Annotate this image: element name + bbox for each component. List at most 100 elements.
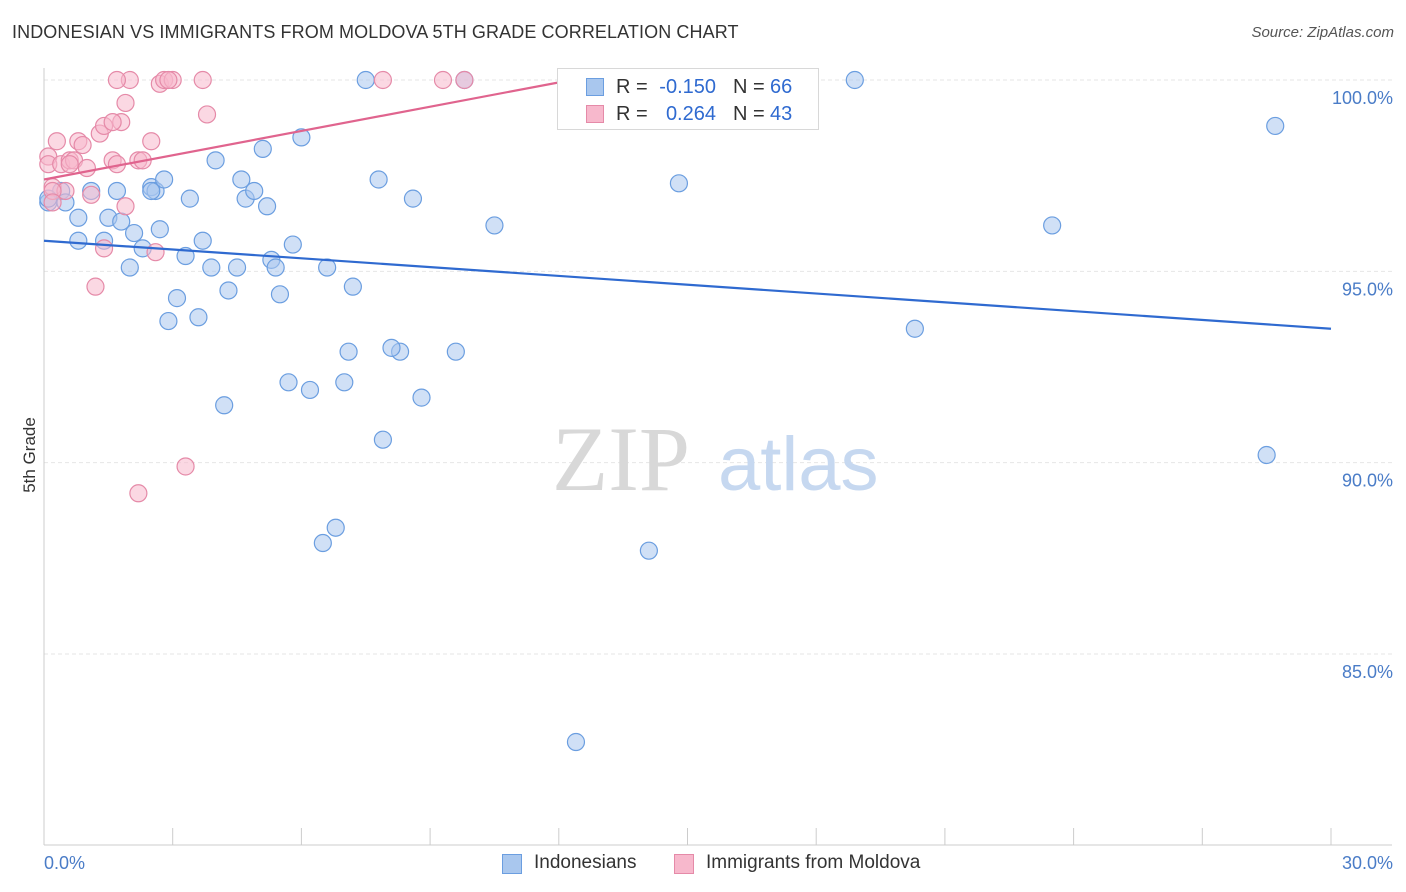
point-indonesians xyxy=(215,396,234,415)
y-tick-label: 85.0% xyxy=(1342,662,1393,682)
trend-line-moldova xyxy=(43,78,572,181)
correlation-legend: R = -0.150 N = 66 R = 0.264 N = 43 xyxy=(557,68,819,130)
point-moldova xyxy=(86,277,105,296)
point-indonesians xyxy=(257,197,277,216)
point-indonesians xyxy=(283,235,302,254)
point-indonesians xyxy=(232,170,251,189)
point-indonesians xyxy=(124,223,144,243)
legend-n-value: 66 xyxy=(770,76,793,98)
point-moldova xyxy=(176,457,195,476)
point-indonesians xyxy=(566,732,586,752)
point-indonesians xyxy=(159,311,178,331)
point-moldova xyxy=(455,70,474,90)
point-moldova xyxy=(146,243,165,262)
point-indonesians xyxy=(845,70,864,90)
point-indonesians xyxy=(253,139,272,158)
point-moldova xyxy=(107,70,127,90)
point-moldova xyxy=(60,155,79,174)
point-indonesians xyxy=(155,170,174,189)
y-tick-label: 95.0% xyxy=(1342,279,1393,299)
point-indonesians xyxy=(245,181,264,201)
point-indonesians xyxy=(669,174,689,193)
y-tick-label: 90.0% xyxy=(1342,471,1393,491)
data-points xyxy=(39,70,1285,752)
legend-n-label: N = xyxy=(733,76,765,98)
point-indonesians xyxy=(279,373,298,392)
point-indonesians xyxy=(180,189,199,208)
point-indonesians xyxy=(446,342,465,361)
watermark-zip: ZIP xyxy=(552,408,690,510)
point-indonesians xyxy=(227,258,247,277)
point-indonesians xyxy=(266,258,285,277)
point-indonesians xyxy=(412,388,431,407)
point-moldova xyxy=(82,185,101,204)
point-indonesians xyxy=(339,342,358,361)
x-tick-label-max: 30.0% xyxy=(1342,853,1393,873)
point-moldova xyxy=(433,70,453,90)
point-indonesians xyxy=(356,70,375,90)
point-moldova xyxy=(116,93,135,113)
chart-title: INDONESIAN VS IMMIGRANTS FROM MOLDOVA 5T… xyxy=(12,22,739,42)
point-indonesians xyxy=(193,231,212,250)
legend-r-label: R = xyxy=(616,76,648,98)
trend-line-indonesians xyxy=(43,239,1332,330)
point-indonesians xyxy=(403,189,423,208)
legend-row-indonesians: R = -0.150 N = 66 xyxy=(558,74,818,100)
point-moldova xyxy=(103,112,122,132)
point-indonesians xyxy=(335,373,354,392)
point-moldova xyxy=(197,105,217,124)
point-moldova xyxy=(43,193,62,212)
point-indonesians xyxy=(107,181,127,201)
point-indonesians xyxy=(1266,116,1285,136)
legend-swatch-indonesians xyxy=(586,78,604,96)
legend-swatch-moldova xyxy=(586,105,604,123)
point-indonesians xyxy=(905,319,924,338)
point-indonesians xyxy=(639,541,658,560)
point-indonesians xyxy=(69,208,88,227)
point-moldova xyxy=(129,484,148,503)
point-indonesians xyxy=(69,231,88,250)
point-indonesians xyxy=(206,151,225,170)
legend-n-value: 43 xyxy=(770,103,793,125)
point-moldova xyxy=(77,158,97,178)
point-moldova xyxy=(373,70,393,90)
x-tick-label-min: 0.0% xyxy=(44,853,85,873)
point-moldova xyxy=(116,197,135,216)
point-moldova xyxy=(73,135,92,155)
point-indonesians xyxy=(343,277,362,296)
point-indonesians xyxy=(150,220,169,239)
legend-n-label: N = xyxy=(733,103,765,125)
point-moldova xyxy=(94,239,114,258)
y-axis-title: 5th Grade xyxy=(20,417,39,493)
point-moldova xyxy=(193,70,212,90)
legend-r-label: R = xyxy=(616,103,648,125)
bottom-legend-swatch-moldova xyxy=(674,854,694,874)
axes xyxy=(43,68,1392,846)
bottom-legend-label-moldova: Immigrants from Moldova xyxy=(706,852,921,873)
point-indonesians xyxy=(326,518,345,537)
legend-r-value: -0.150 xyxy=(659,76,716,98)
point-indonesians xyxy=(270,285,290,304)
point-indonesians xyxy=(485,216,504,235)
point-indonesians xyxy=(313,533,332,553)
point-indonesians xyxy=(219,281,238,300)
point-indonesians xyxy=(292,128,311,147)
point-moldova xyxy=(159,70,178,90)
legend-r-value: 0.264 xyxy=(665,103,716,125)
point-indonesians xyxy=(189,308,208,327)
point-indonesians xyxy=(1257,445,1276,465)
bottom-legend-swatch-indonesians xyxy=(502,854,522,874)
point-indonesians xyxy=(202,258,221,277)
tick-labels: 85.0% 90.0% 95.0% 100.0% 0.0% 30.0% xyxy=(44,88,1393,873)
point-moldova xyxy=(142,132,161,151)
y-tick-label: 100.0% xyxy=(1332,88,1393,108)
point-indonesians xyxy=(120,258,139,277)
bottom-legend-label-indonesians: Indonesians xyxy=(534,852,637,873)
legend-row-moldova: R = 0.264 N = 43 xyxy=(558,101,818,127)
point-indonesians xyxy=(369,170,388,189)
gridlines xyxy=(44,79,1392,655)
point-indonesians xyxy=(373,430,393,449)
trend-lines xyxy=(43,78,1332,330)
point-indonesians xyxy=(167,289,187,308)
